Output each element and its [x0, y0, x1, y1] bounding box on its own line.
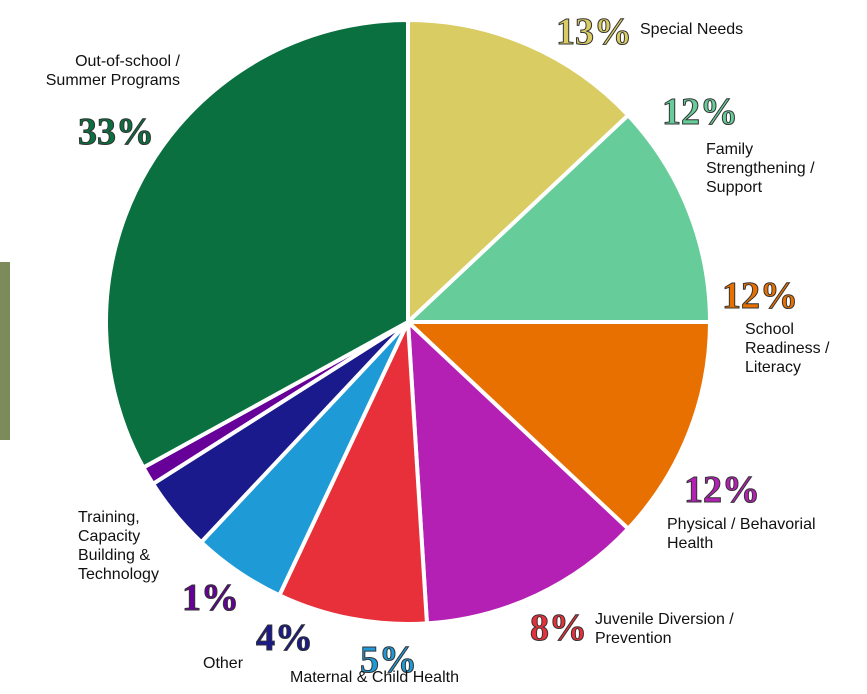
percent-label: 1% — [182, 578, 239, 618]
chart: 13% Special Needs 12% Family Strengthening … — [0, 0, 867, 694]
category-label: School Readiness / Literacy — [745, 320, 830, 377]
category-label: Out-of-school / Summer Programs — [0, 52, 180, 90]
percent-label: 4% — [256, 618, 313, 658]
percent-label: 12% — [662, 92, 738, 132]
category-label: Training, Capacity Building & Technology — [78, 508, 159, 584]
category-label: Physical / Behavorial Health — [667, 515, 816, 553]
percent-label: 12% — [684, 470, 760, 510]
category-label: Other — [203, 654, 243, 673]
percent-label: 33% — [78, 112, 154, 152]
percent-label: 13% — [556, 12, 632, 52]
photo-fragment — [0, 262, 10, 440]
percent-label: 12% — [722, 276, 798, 316]
category-label: Special Needs — [640, 20, 743, 39]
category-label: Maternal & Child Health — [290, 668, 459, 687]
category-label: Juvenile Diversion / Prevention — [595, 610, 734, 648]
percent-label: 8% — [530, 608, 587, 648]
category-label: Family Strengthening / Support — [706, 140, 815, 197]
